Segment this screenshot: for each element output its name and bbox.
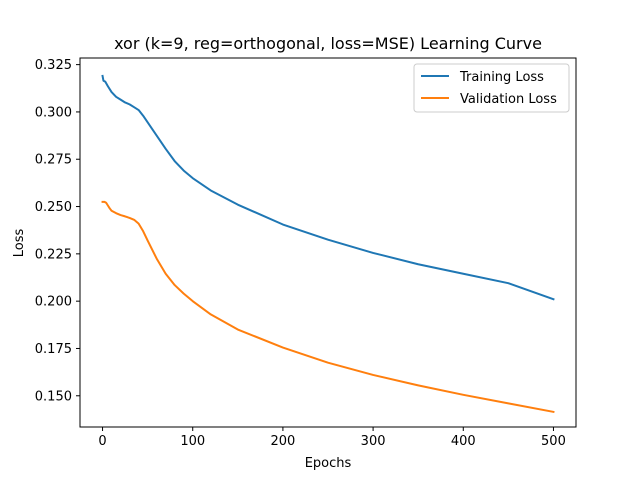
legend-label-training: Training Loss (459, 70, 544, 85)
series-layer (101, 74, 555, 414)
y-tick-label: 0.250 (35, 200, 72, 215)
x-tick-label: 0 (98, 434, 106, 449)
x-tick-label: 500 (541, 434, 566, 449)
legend-label-validation: Validation Loss (460, 92, 557, 107)
series-line-training (101, 74, 555, 301)
y-axis-title: Loss (12, 229, 27, 258)
x-tick-label: 300 (361, 434, 386, 449)
y-tick-label: 0.150 (35, 389, 72, 404)
x-tick-label: 400 (451, 434, 476, 449)
series-line-validation (101, 200, 555, 414)
y-axis: 0.150 0.175 0.200 0.225 0.250 0.275 0.300 0.325 (35, 58, 80, 404)
x-axis-title: Epochs (305, 456, 352, 471)
legend: Training Loss Validation Loss (413, 63, 570, 113)
y-tick-label: 0.175 (35, 342, 72, 357)
axes-frame (79, 57, 577, 428)
legend-box (413, 63, 570, 113)
x-tick-label: 200 (270, 434, 295, 449)
y-tick-label: 0.300 (35, 105, 72, 120)
x-axis: 0 100 200 300 400 500 (98, 427, 566, 449)
y-tick-label: 0.200 (35, 295, 72, 310)
y-tick-label: 0.275 (35, 153, 72, 168)
y-tick-label: 0.325 (35, 58, 72, 73)
plot-area (79, 57, 577, 428)
y-tick-label: 0.225 (35, 247, 72, 262)
x-tick-label: 100 (180, 434, 205, 449)
chart-title: xor (k=9, reg=orthogonal, loss=MSE) Lear… (114, 34, 542, 53)
